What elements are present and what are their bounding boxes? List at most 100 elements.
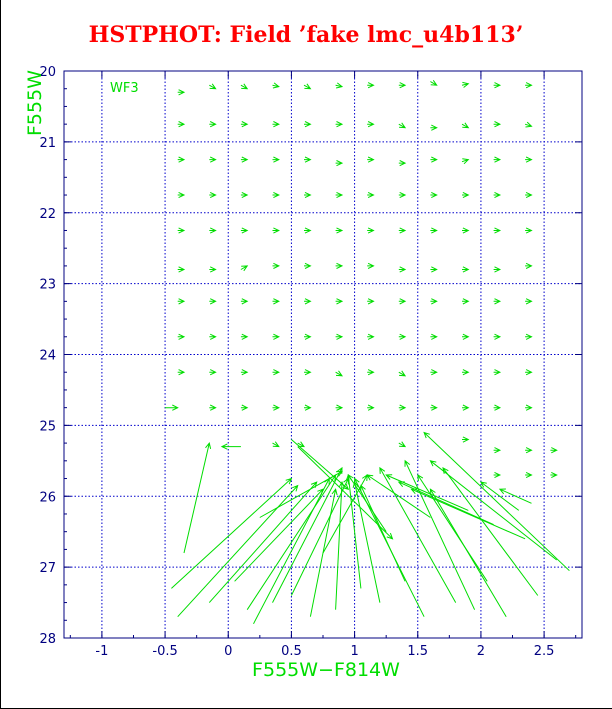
vector-arrow-45 xyxy=(462,191,470,199)
vector-arrow-82 xyxy=(493,298,502,305)
vector-arrow-154 xyxy=(385,474,469,511)
vector-arrow-50 xyxy=(240,227,249,234)
vector-arrow-123 xyxy=(297,441,305,448)
vector-arrow-107 xyxy=(525,369,533,376)
vector-arrow-119 xyxy=(525,404,533,411)
x-tick-label: -0.5 xyxy=(152,644,177,659)
vector-arrow-93 xyxy=(462,333,470,340)
vector-arrow-68 xyxy=(430,266,438,273)
vector-arrow-85 xyxy=(209,333,217,340)
vector-arrow-159 xyxy=(253,477,330,625)
vector-arrow-24 xyxy=(177,156,186,163)
vector-arrow-149 xyxy=(442,466,539,596)
vector-arrow-16 xyxy=(304,121,312,128)
vector-arrow-64 xyxy=(304,262,312,269)
vector-arrow-96 xyxy=(177,369,186,376)
vector-arrow-8 xyxy=(430,80,438,86)
vector-arrow-97 xyxy=(209,369,217,376)
vector-arrow-27 xyxy=(272,156,280,163)
vector-arrow-11 xyxy=(525,82,533,89)
vector-arrow-4 xyxy=(303,83,312,90)
y-tick-label: 26 xyxy=(39,490,56,505)
vector-arrow-147 xyxy=(417,474,488,582)
y-tick-label: 24 xyxy=(39,349,56,364)
chart-title: HSTPHOT: Field ’fake lmc_u4b113’ xyxy=(88,22,524,48)
vector-arrow-88 xyxy=(304,333,312,340)
vector-arrow-17 xyxy=(335,121,344,128)
vector-arrow-94 xyxy=(493,333,502,340)
vector-arrow-56 xyxy=(430,227,438,234)
vector-arrow-141 xyxy=(345,473,362,589)
vector-arrow-133 xyxy=(177,484,299,618)
vector-arrow-129 xyxy=(525,471,533,479)
vector-arrow-9 xyxy=(461,81,470,88)
vector-arrow-1 xyxy=(209,83,217,90)
vector-arrow-126 xyxy=(493,447,502,454)
vector-arrow-148 xyxy=(429,488,507,617)
vector-arrow-125 xyxy=(462,436,470,443)
vector-arrow-10 xyxy=(493,82,502,89)
vector-arrow-102 xyxy=(367,369,375,376)
vector-arrow-14 xyxy=(240,121,249,128)
y-tick-label: 27 xyxy=(39,561,56,576)
vector-arrow-47 xyxy=(525,191,533,199)
vector-arrow-142 xyxy=(352,480,381,603)
y-tick-label: 20 xyxy=(39,65,56,80)
vector-arrow-0 xyxy=(177,89,186,96)
vector-arrow-33 xyxy=(461,158,470,165)
vector-arrow-113 xyxy=(335,404,344,411)
vector-arrow-63 xyxy=(272,262,280,269)
vector-arrow-84 xyxy=(177,333,186,340)
vector-arrow-2 xyxy=(240,83,249,90)
vector-arrow-39 xyxy=(272,191,280,199)
grid-lines xyxy=(64,71,582,638)
vector-arrow-98 xyxy=(240,369,249,376)
vector-arrow-132 xyxy=(171,477,293,589)
x-axis-label: F555W−F814W xyxy=(252,659,400,681)
vector-arrow-69 xyxy=(462,266,470,273)
vector-arrow-111 xyxy=(272,404,280,411)
vector-arrow-115 xyxy=(398,404,407,411)
vector-arrow-74 xyxy=(240,298,249,305)
vector-arrow-75 xyxy=(272,298,280,305)
vector-arrow-49 xyxy=(209,227,217,234)
vector-arrow-105 xyxy=(462,369,470,376)
vector-arrow-38 xyxy=(240,191,249,199)
vector-arrow-152 xyxy=(410,488,526,540)
vector-arrow-77 xyxy=(335,298,344,305)
vector-arrow-122 xyxy=(272,441,280,448)
vector-arrow-99 xyxy=(272,369,280,376)
vector-arrow-91 xyxy=(398,333,407,340)
vector-arrow-26 xyxy=(240,156,249,163)
vector-arrow-72 xyxy=(177,298,186,305)
vector-arrow-130 xyxy=(550,447,558,454)
vector-arrow-6 xyxy=(367,82,375,89)
x-tick-label: -1 xyxy=(95,644,108,659)
vector-arrow-13 xyxy=(209,121,217,128)
vector-arrow-61 xyxy=(209,266,217,273)
vector-arrow-42 xyxy=(367,191,375,199)
vector-arrow-3 xyxy=(272,82,280,89)
vector-arrow-48 xyxy=(177,227,186,234)
vector-arrow-51 xyxy=(272,227,280,234)
vector-arrow-116 xyxy=(430,404,438,411)
x-tick-label: 1 xyxy=(350,644,358,659)
vector-arrow-67 xyxy=(398,266,407,273)
x-tick-label: 0.5 xyxy=(281,644,302,659)
vector-arrow-35 xyxy=(525,156,533,163)
vector-arrow-110 xyxy=(240,404,249,411)
vector-arrow-15 xyxy=(272,121,280,128)
vector-arrow-73 xyxy=(209,298,217,305)
vector-arrow-124 xyxy=(398,441,407,448)
vector-arrow-21 xyxy=(461,122,470,129)
vector-arrow-146 xyxy=(404,459,476,610)
vector-arrow-106 xyxy=(493,369,502,376)
vector-arrow-71 xyxy=(525,262,533,269)
vector-arrow-22 xyxy=(493,121,502,128)
vector-arrow-120 xyxy=(183,441,212,554)
vector-arrow-150 xyxy=(423,431,570,572)
vector-arrow-121 xyxy=(220,443,241,450)
vector-arrow-101 xyxy=(335,370,344,377)
vector-arrow-100 xyxy=(304,369,312,376)
y-axis-label: F555W xyxy=(24,70,46,136)
